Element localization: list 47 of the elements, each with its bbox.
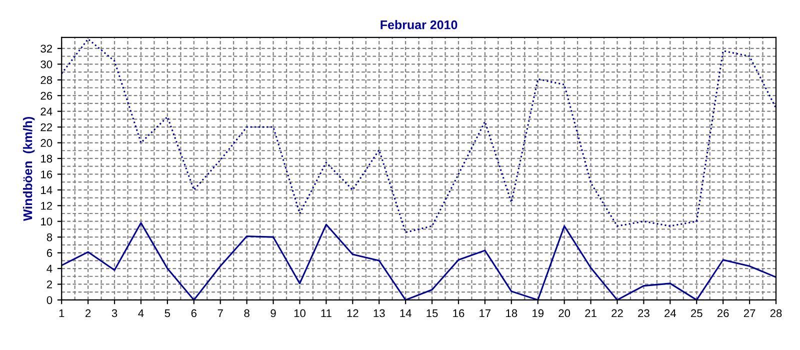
x-tick-label: 12 <box>347 309 358 318</box>
x-tick-label: 21 <box>585 309 596 318</box>
x-tick-label: 1 <box>59 309 64 318</box>
x-tick-label: 5 <box>164 309 170 318</box>
x-tick-label: 18 <box>506 309 518 318</box>
x-tick-label: 9 <box>270 309 276 318</box>
x-tick-label: 26 <box>717 309 729 318</box>
y-tick-label: 10 <box>41 218 52 226</box>
x-tick-label: 6 <box>191 309 196 318</box>
y-tick-label: 0 <box>46 296 52 304</box>
y-tick-label: 28 <box>40 76 52 84</box>
chart-title: Februar 2010 <box>380 20 458 30</box>
x-tick-label: 3 <box>112 309 118 318</box>
y-tick-label: 14 <box>41 186 52 194</box>
x-tick-label: 7 <box>218 309 223 318</box>
x-tick-label: 2 <box>86 309 91 318</box>
x-tick-label: 14 <box>400 309 412 318</box>
y-tick-label: 12 <box>41 202 52 210</box>
x-tick-label: 25 <box>691 309 702 318</box>
y-tick-label: 24 <box>40 108 52 116</box>
x-tick-label: 27 <box>744 309 756 318</box>
y-tick-label: 32 <box>40 44 52 53</box>
x-tick-label: 11 <box>321 309 332 318</box>
x-tick-label: 17 <box>480 309 491 318</box>
x-tick-label: 24 <box>664 309 676 318</box>
y-tick-label: 22 <box>40 123 52 132</box>
x-tick-label: 22 <box>612 309 623 318</box>
y-tick-label: 6 <box>46 249 52 257</box>
x-tick-label: 20 <box>558 309 570 318</box>
x-tick-label: 10 <box>294 309 306 318</box>
x-tick-label: 8 <box>244 309 250 318</box>
x-tick-label: 16 <box>453 309 464 318</box>
y-axis-title: Windböen (km/h) <box>23 116 35 222</box>
x-tick-label: 4 <box>138 309 144 318</box>
y-tick-label: 30 <box>40 60 52 68</box>
x-tick-label: 23 <box>638 309 650 318</box>
y-tick-label: 2 <box>46 280 52 288</box>
x-tick-label: 13 <box>374 309 385 318</box>
x-tick-label: 15 <box>426 309 438 318</box>
y-tick-label: 4 <box>46 264 52 273</box>
y-tick-label: 26 <box>40 92 52 100</box>
y-tick-label: 16 <box>41 170 52 178</box>
y-tick-label: 18 <box>41 154 52 163</box>
x-tick-label: 19 <box>532 309 544 318</box>
y-tick-label: 8 <box>46 233 52 242</box>
x-tick-label: 28 <box>770 309 782 318</box>
y-tick-label: 20 <box>40 139 52 147</box>
